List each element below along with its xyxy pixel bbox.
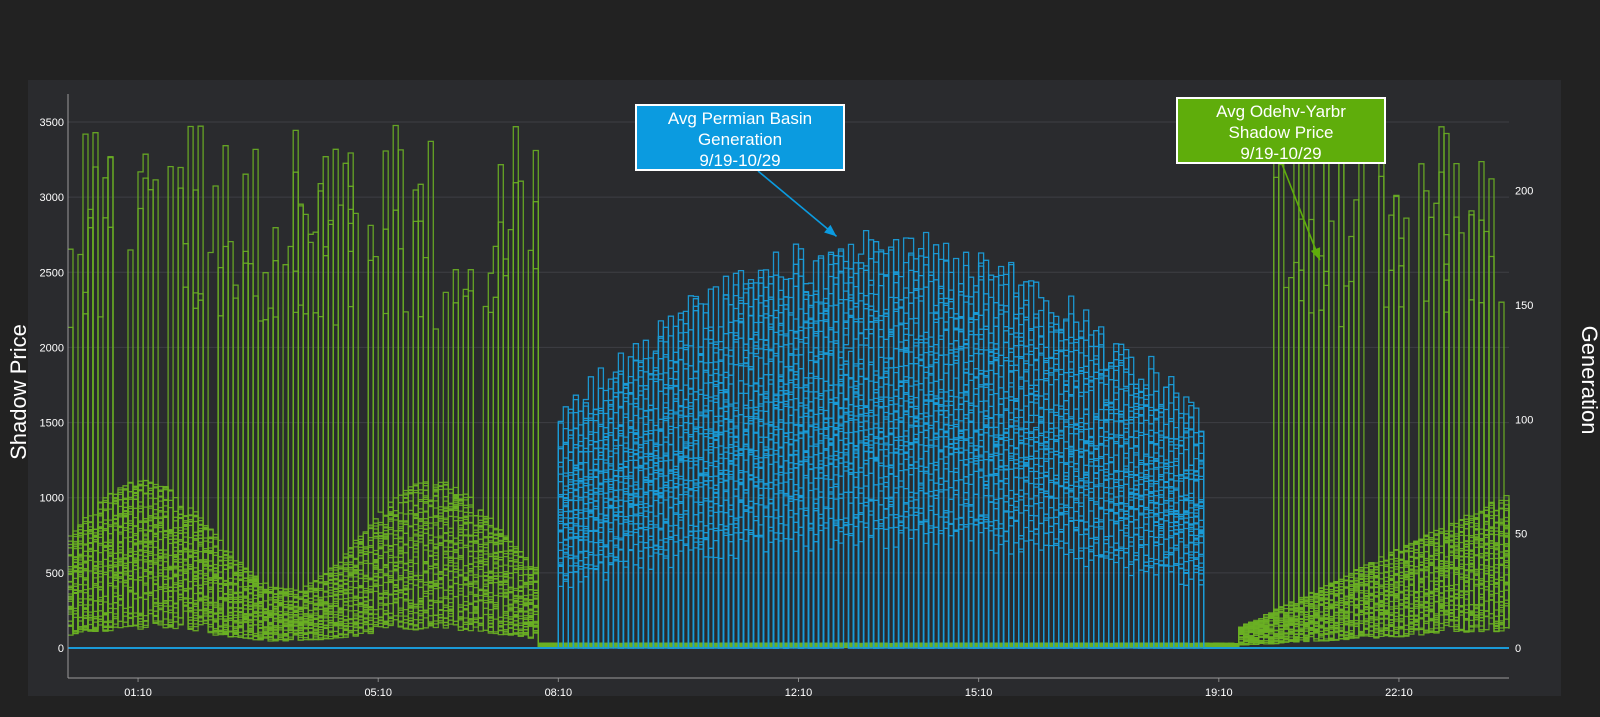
callout-arrow-line — [1281, 163, 1321, 261]
y2-tick-label: 100 — [1515, 414, 1533, 426]
callout-odehv-shadow-price: Avg Odehv-Yarbr Shadow Price 9/19-10/29 — [1176, 97, 1386, 164]
y2-tick-label: 0 — [1515, 643, 1521, 655]
y-tick-label: 2000 — [40, 342, 64, 354]
callout-line: Avg Odehv-Yarbr — [1216, 102, 1346, 121]
shadow-price-series-line — [68, 482, 1510, 649]
callout-line: Shadow Price — [1228, 123, 1334, 142]
y2-tick-label: 50 — [1515, 529, 1527, 541]
callout-line: Generation — [697, 130, 783, 149]
y-tick-label: 3000 — [40, 192, 64, 204]
callout-arrow-line — [757, 170, 838, 237]
x-tick-label: 19:10 — [1205, 687, 1233, 699]
y-tick-label: 1500 — [40, 418, 64, 430]
x-tick-label: 08:10 — [545, 687, 573, 699]
y-tick-label: 1000 — [40, 493, 64, 505]
y2-tick-label: 150 — [1515, 300, 1533, 312]
y2-tick-label: 200 — [1515, 186, 1533, 198]
x-tick-label: 12:10 — [785, 687, 813, 699]
shadow-price-series-line — [68, 479, 1510, 649]
y-axis-title: Shadow Price — [6, 324, 31, 460]
callout-line: 9/19-10/29 — [1240, 144, 1322, 163]
callout-permian-generation: Avg Permian Basin Generation 9/19-10/29 — [635, 104, 845, 171]
y-tick-label: 0 — [58, 643, 64, 655]
x-tick-label: 15:10 — [965, 687, 993, 699]
callout-arrows — [757, 163, 1321, 261]
x-tick-label: 01:10 — [124, 687, 152, 699]
y-tick-label: 3500 — [40, 117, 64, 129]
generation-series-group — [68, 229, 1509, 649]
callout-line: Avg Permian Basin — [667, 109, 813, 128]
callout-arrow-head — [824, 224, 837, 237]
y2-axis-title: Generation — [1577, 326, 1600, 435]
x-tick-label: 05:10 — [364, 687, 392, 699]
y-tick-label: 500 — [46, 568, 64, 580]
axes: 0 500 1000 1500 2000 2500 3000 3500 0 50 100 150 200… — [40, 94, 1533, 699]
generation-series-line — [68, 503, 1509, 649]
x-tick-label: 22:10 — [1385, 687, 1413, 699]
callout-arrow-head — [1310, 247, 1321, 261]
y-tick-label: 2500 — [40, 267, 64, 279]
callout-line: 9/19-10/29 — [699, 151, 781, 170]
